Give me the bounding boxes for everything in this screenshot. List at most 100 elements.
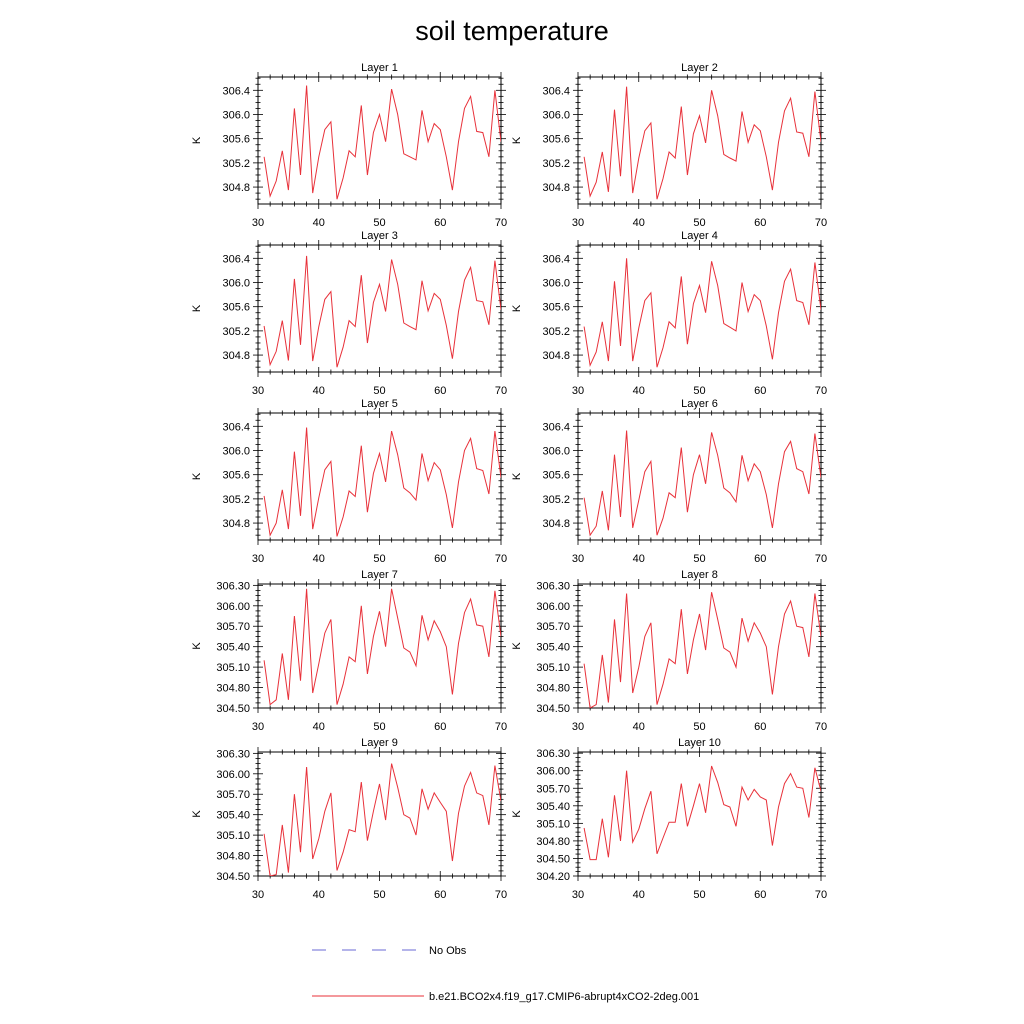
panel-layer-6: Layer 6 K 30 40 50 60 70 304.8 305.2 305.6 306.0 30… [511, 398, 827, 565]
y-tick-label: 305.70 [216, 789, 250, 801]
panel-title: Layer 2 [681, 62, 718, 74]
panel-title: Layer 6 [681, 398, 718, 410]
x-tick-label: 70 [495, 889, 507, 901]
y-tick-label: 305.10 [536, 662, 570, 674]
y-tick-label: 305.70 [536, 621, 570, 633]
plot-frame [257, 751, 502, 877]
x-tick-label: 60 [754, 721, 766, 733]
y-tick-label: 306.30 [536, 748, 570, 760]
panel-title: Layer 10 [678, 737, 721, 749]
y-axis-label: K [511, 472, 523, 480]
y-tick-label: 306.00 [536, 766, 570, 778]
x-tick-label: 40 [633, 721, 645, 733]
x-tick-label: 30 [572, 385, 584, 397]
x-tick-label: 30 [572, 553, 584, 565]
figure-title: soil temperature [415, 16, 609, 46]
y-axis-label: K [191, 642, 203, 650]
y-tick-label: 306.00 [216, 769, 250, 781]
legend-label-model: b.e21.BCO2x4.f19_g17.CMIP6-abrupt4xCO2-2… [429, 991, 699, 1003]
x-tick-label: 40 [313, 385, 325, 397]
x-tick-label: 30 [252, 889, 264, 901]
y-tick-label: 305.70 [536, 783, 570, 795]
x-tick-label: 70 [815, 385, 827, 397]
y-tick-label: 306.0 [222, 445, 250, 457]
x-tick-label: 70 [815, 721, 827, 733]
x-tick-label: 60 [434, 217, 446, 229]
x-tick-label: 30 [252, 385, 264, 397]
panel-layer-8: Layer 8 K 30 40 50 60 70 304.50 304.80 305.10 305.… [511, 569, 827, 733]
y-tick-label: 306.4 [542, 253, 570, 265]
y-tick-label: 306.0 [222, 277, 250, 289]
x-tick-label: 30 [572, 721, 584, 733]
x-tick-label: 40 [633, 553, 645, 565]
y-tick-label: 304.80 [536, 683, 570, 695]
y-axis-label: K [191, 304, 203, 312]
x-tick-label: 30 [252, 721, 264, 733]
x-tick-label: 50 [373, 217, 385, 229]
panel-layer-5: Layer 5 K 30 40 50 60 70 304.8 305.2 305.6 306.0 30… [191, 398, 507, 565]
y-tick-label: 306.00 [216, 601, 250, 613]
y-axis-label: K [511, 304, 523, 312]
y-tick-label: 306.0 [222, 109, 250, 121]
y-tick-label: 305.70 [216, 621, 250, 633]
y-tick-label: 305.6 [542, 470, 570, 482]
panels: Layer 1 K 30 40 50 60 70 304.8 305.2 305.6 306.0 30… [191, 62, 827, 901]
plot-frame [257, 412, 502, 541]
x-tick-label: 70 [815, 889, 827, 901]
panel-layer-7: Layer 7 K 30 40 50 60 70 304.50 304.80 305.10 305.… [191, 569, 507, 733]
y-tick-label: 306.0 [542, 109, 570, 121]
y-tick-label: 304.8 [222, 182, 250, 194]
y-tick-label: 305.40 [536, 642, 570, 654]
plot-frame [577, 412, 822, 541]
y-tick-label: 304.8 [542, 182, 570, 194]
y-tick-label: 305.6 [542, 302, 570, 314]
panel-title: Layer 4 [681, 230, 718, 242]
y-tick-label: 304.50 [536, 703, 570, 715]
y-tick-label: 306.4 [222, 85, 250, 97]
x-tick-label: 60 [754, 553, 766, 565]
panel-title: Layer 5 [361, 398, 398, 410]
x-tick-label: 30 [252, 553, 264, 565]
y-tick-label: 306.4 [222, 253, 250, 265]
y-axis-label: K [191, 810, 203, 818]
plot-frame [257, 244, 502, 373]
y-tick-label: 306.0 [542, 277, 570, 289]
y-tick-label: 305.6 [222, 302, 250, 314]
plot-frame [257, 583, 502, 709]
x-tick-label: 60 [434, 385, 446, 397]
x-tick-label: 50 [693, 889, 705, 901]
y-tick-label: 304.50 [216, 703, 250, 715]
series-line [263, 85, 501, 200]
panel-title: Layer 1 [361, 62, 398, 74]
y-tick-label: 305.6 [542, 134, 570, 146]
y-tick-label: 305.2 [542, 158, 570, 170]
x-tick-label: 70 [815, 553, 827, 565]
y-tick-label: 304.50 [536, 853, 570, 865]
y-tick-label: 305.40 [216, 642, 250, 654]
x-tick-label: 60 [754, 889, 766, 901]
y-tick-label: 305.10 [216, 830, 250, 842]
y-tick-label: 304.8 [222, 518, 250, 530]
panel-title: Layer 9 [361, 737, 398, 749]
y-tick-label: 305.2 [222, 494, 250, 506]
series-line [263, 255, 501, 368]
series-line [583, 430, 821, 537]
y-tick-label: 306.30 [536, 580, 570, 592]
panel-layer-1: Layer 1 K 30 40 50 60 70 304.8 305.2 305.6 306.0 30… [191, 62, 507, 229]
y-tick-label: 305.6 [222, 134, 250, 146]
y-tick-label: 305.2 [542, 494, 570, 506]
panel-layer-9: Layer 9 K 30 40 50 60 70 304.50 304.80 305.10 305.… [191, 737, 507, 901]
x-tick-label: 50 [373, 721, 385, 733]
panel-title: Layer 8 [681, 569, 718, 581]
x-tick-label: 40 [313, 721, 325, 733]
x-tick-label: 50 [693, 721, 705, 733]
plot-frame [577, 76, 822, 205]
series-line [263, 763, 501, 876]
x-tick-label: 50 [693, 217, 705, 229]
x-tick-label: 60 [754, 217, 766, 229]
series-line [263, 427, 501, 537]
y-tick-label: 304.8 [542, 518, 570, 530]
y-tick-label: 306.4 [542, 421, 570, 433]
x-tick-label: 30 [252, 217, 264, 229]
